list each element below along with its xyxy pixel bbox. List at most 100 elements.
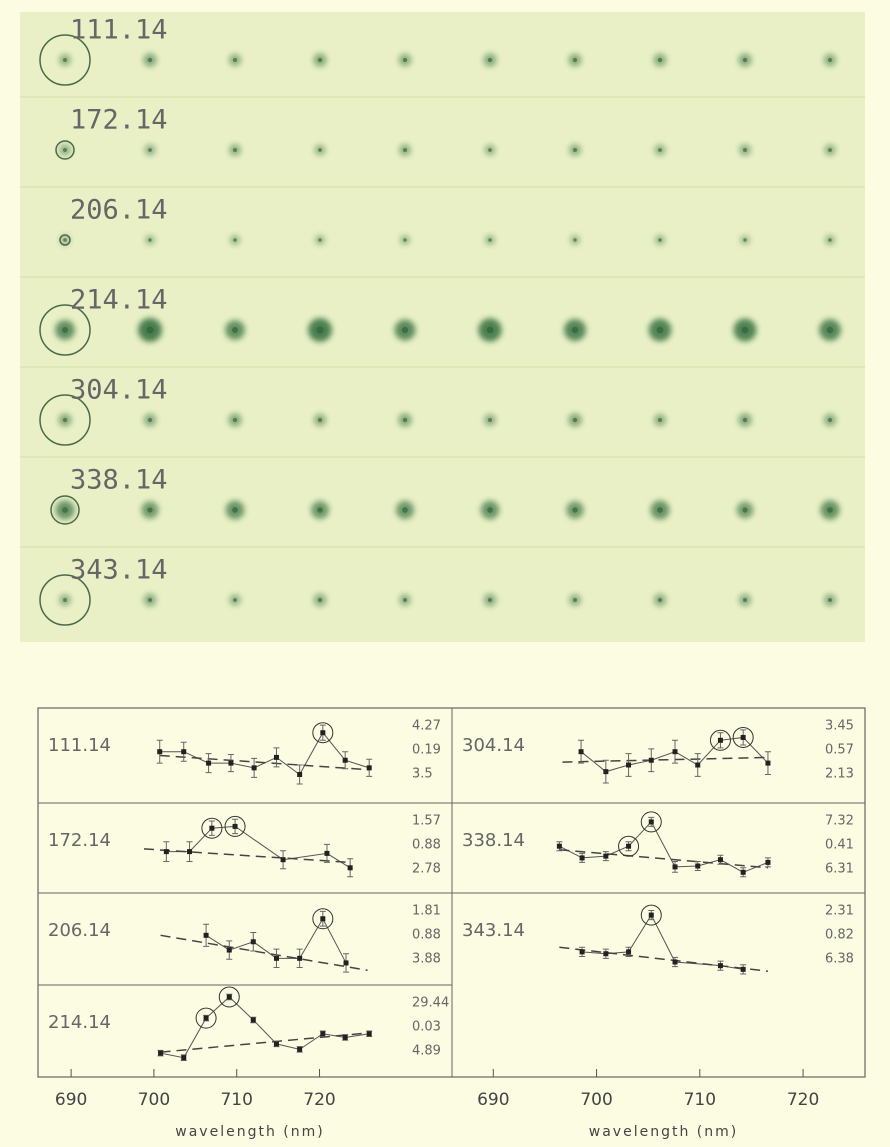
x-tick-label: 720 — [787, 1090, 819, 1110]
star-core — [233, 598, 237, 602]
x-tick-label: 690 — [55, 1090, 87, 1110]
data-point — [274, 755, 279, 760]
star-core — [233, 238, 237, 242]
data-line — [161, 997, 370, 1058]
star-core — [63, 58, 67, 62]
star-core — [317, 507, 322, 512]
data-point — [765, 761, 770, 766]
data-point — [580, 949, 585, 954]
data-point — [343, 1035, 348, 1040]
star-core — [148, 58, 152, 62]
data-line — [166, 826, 350, 867]
data-point — [320, 916, 325, 921]
data-point — [348, 865, 353, 870]
data-point — [673, 960, 678, 965]
data-point — [718, 738, 723, 743]
star-core — [488, 598, 492, 602]
strip-label: 111.14 — [70, 15, 168, 46]
star-core — [658, 418, 662, 422]
star-core — [62, 507, 68, 513]
star-core — [318, 238, 322, 242]
star-core — [232, 507, 238, 513]
star-core — [318, 598, 322, 602]
star-core — [233, 58, 237, 62]
star-core — [488, 58, 492, 62]
star-core — [403, 58, 407, 62]
x-axis-label: wavelength (nm) — [589, 1124, 738, 1140]
data-point — [626, 844, 631, 849]
data-point — [227, 994, 232, 999]
star-core — [63, 598, 67, 602]
data-point — [718, 857, 723, 862]
star-core — [827, 507, 833, 513]
data-point — [344, 960, 349, 965]
trend-line — [559, 850, 768, 868]
star-core — [148, 238, 152, 242]
data-point — [367, 765, 372, 770]
star-core — [573, 598, 577, 602]
data-point — [274, 1041, 279, 1046]
data-point — [233, 824, 238, 829]
panel-annotation: 0.03 — [412, 1020, 441, 1035]
data-point — [297, 1047, 302, 1052]
panel-annotation: 6.38 — [825, 952, 854, 967]
star-core — [742, 327, 749, 334]
star-core — [63, 148, 67, 152]
x-axis-label: wavelength (nm) — [175, 1124, 324, 1140]
x-tick-label: 710 — [220, 1090, 252, 1110]
star-core — [318, 148, 322, 152]
star-core — [63, 238, 67, 242]
panel-annotation: 3.88 — [412, 952, 441, 967]
data-point — [367, 1031, 372, 1036]
data-point — [164, 849, 169, 854]
panel-annotation: 0.88 — [412, 838, 441, 853]
data-point — [649, 913, 654, 918]
trend-line — [559, 947, 768, 971]
data-point — [343, 758, 348, 763]
panel-annotation: 3.45 — [825, 719, 854, 734]
data-point — [603, 951, 608, 956]
star-core — [742, 507, 747, 512]
star-core — [658, 148, 662, 152]
panel-annotation: 4.27 — [412, 719, 441, 734]
panel-title: 338.14 — [462, 830, 525, 851]
data-point — [718, 963, 723, 968]
star-core — [317, 327, 324, 334]
star-core — [147, 507, 152, 512]
strip-label: 172.14 — [70, 105, 168, 136]
strip-label: 206.14 — [70, 195, 168, 226]
panel-annotation: 29.44 — [412, 996, 449, 1011]
data-point — [181, 749, 186, 754]
data-point — [580, 855, 585, 860]
data-point — [187, 849, 192, 854]
star-core — [403, 238, 407, 242]
star-core — [572, 327, 579, 334]
trend-line — [160, 756, 369, 770]
data-point — [320, 1031, 325, 1036]
data-point — [626, 763, 631, 768]
panel-annotation: 1.57 — [412, 814, 441, 829]
star-core — [743, 418, 747, 422]
panel-annotation: 0.19 — [412, 743, 441, 758]
data-point — [252, 765, 257, 770]
star-core — [148, 418, 152, 422]
data-point — [557, 844, 562, 849]
data-point — [741, 967, 746, 972]
data-point — [227, 948, 232, 953]
data-point — [181, 1055, 186, 1060]
panel-annotation: 6.31 — [825, 862, 854, 877]
panel-title: 172.14 — [48, 830, 111, 851]
panel-title: 343.14 — [462, 920, 525, 941]
panel-annotation: 0.88 — [412, 928, 441, 943]
data-point — [281, 857, 286, 862]
data-point — [251, 939, 256, 944]
data-point — [251, 1017, 256, 1022]
star-core — [573, 58, 577, 62]
data-point — [274, 956, 279, 961]
data-point — [204, 933, 209, 938]
star-core — [487, 507, 493, 513]
star-core — [743, 148, 747, 152]
star-core — [233, 418, 237, 422]
panel-annotation: 3.5 — [412, 767, 433, 782]
panel-title: 214.14 — [48, 1012, 111, 1033]
